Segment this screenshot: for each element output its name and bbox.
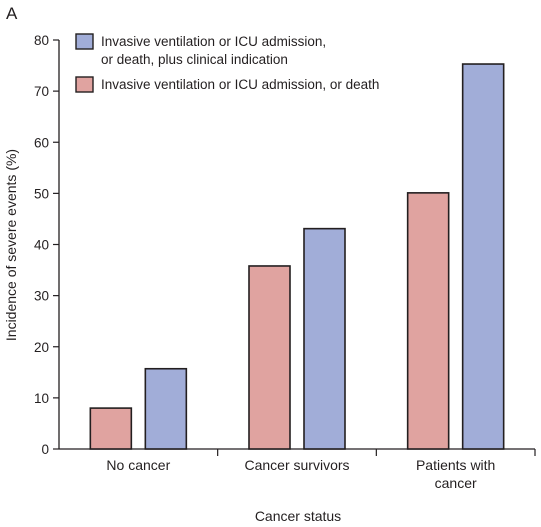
y-tick-label: 70 [34,84,49,99]
bar [461,63,505,450]
bar [89,407,133,450]
legend-swatch [75,76,94,93]
bar [144,367,188,450]
y-tick-label: 60 [34,135,49,150]
y-tick-label: 50 [34,186,49,201]
x-tick-label: No cancer [106,457,170,473]
legend-label: Invasive ventilation or ICU admission, [101,34,326,49]
y-tick-label: 30 [34,289,49,304]
bar [303,227,346,450]
x-axis-label: Cancer status [255,508,341,524]
panel-label: A [6,4,18,23]
y-tick-label: 10 [34,391,49,406]
y-axis-label: Incidence of severe events (%) [3,149,19,341]
bar [406,192,450,450]
legend-label: Invasive ventilation or ICU admission, o… [101,77,379,92]
legend-swatch [75,33,94,50]
legend: Invasive ventilation or ICU admission, or… [75,33,379,93]
y-tick-label: 80 [34,33,49,48]
y-tick-label: 20 [34,340,49,355]
x-tick-label: Patients with [416,457,495,473]
x-tick-label: Cancer survivors [244,457,349,473]
legend-label: or death, plus clinical indication [101,52,288,67]
bars [89,63,505,450]
bar [248,265,291,450]
x-tick-label: cancer [435,475,477,491]
axes: 0 10 20 30 40 50 60 70 80 No cancer Cancer survivo… [34,33,536,491]
y-tick-label: 40 [34,238,49,253]
y-tick-label: 0 [41,442,49,457]
